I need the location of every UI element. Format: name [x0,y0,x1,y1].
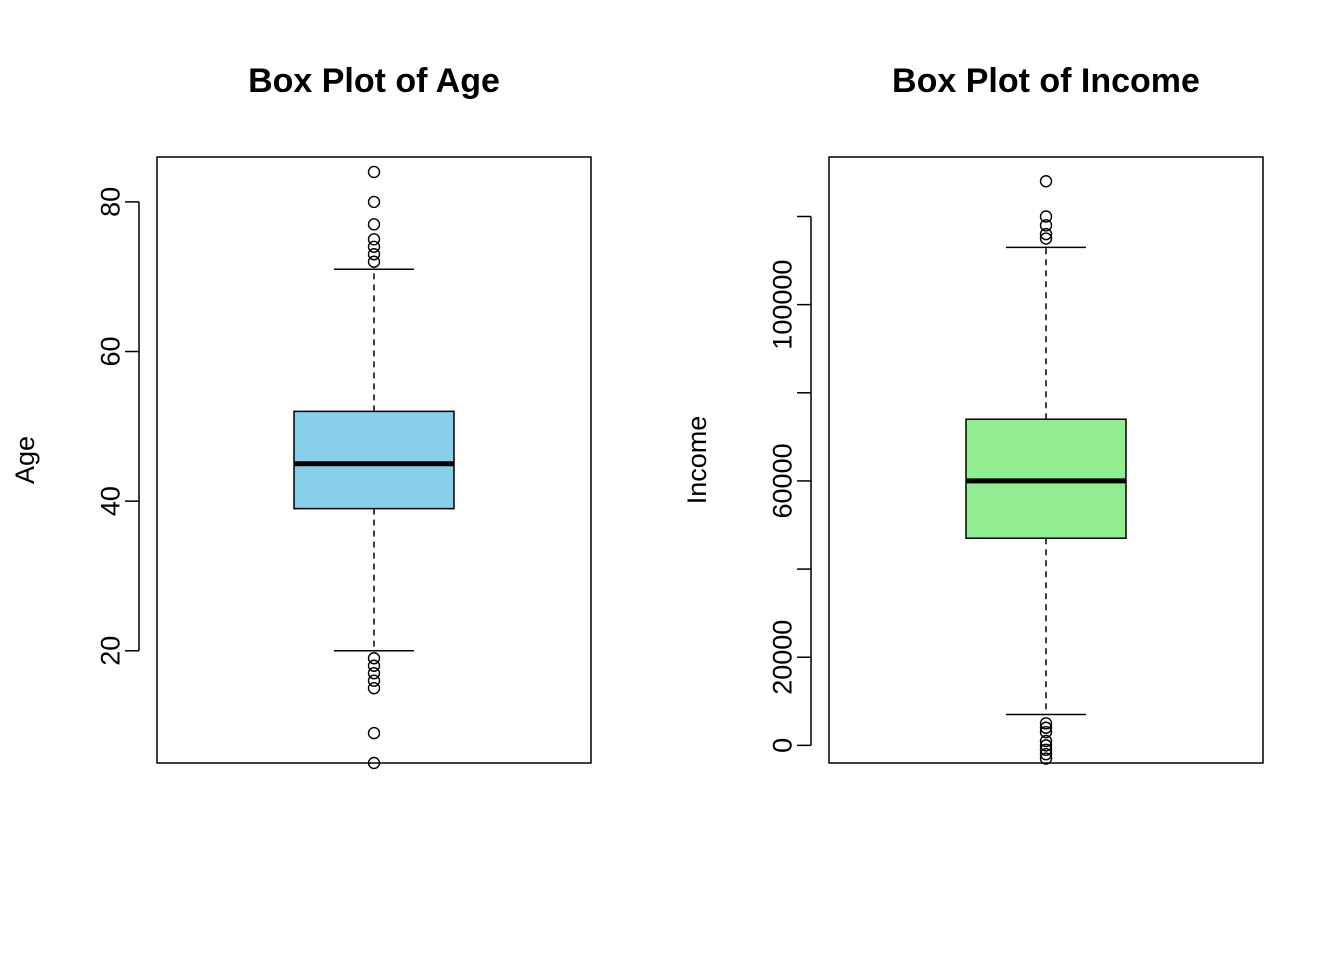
income-panel: Box Plot of Income Income 0 20000 60000 100… [682,62,1264,765]
age-y-tick-label: 20 [95,636,125,666]
income-outlier-point [1039,743,1053,756]
income-outlier-point [1039,752,1053,765]
age-outlier-point [367,240,381,253]
income-y-tick-label: 20000 [767,620,797,695]
age-outlier-point [367,667,381,680]
income-y-tick-label: 60000 [767,443,797,518]
age-y-axis-label: Age [10,436,40,484]
income-y-axis-label: Income [682,416,712,505]
age-y-tick-label: 60 [95,336,125,366]
age-outlier-point [367,255,381,268]
income-outlier-point [1039,227,1053,241]
income-outlier-point [1039,210,1053,223]
income-outlier-point [1039,734,1053,748]
income-y-tick-label: 0 [767,738,797,753]
income-boxplot [965,175,1127,765]
age-outlier-point [367,248,381,261]
income-outlier-point [1039,725,1053,739]
income-outlier-point [1039,721,1053,734]
age-box [293,410,455,510]
income-outlier-point [1039,717,1053,730]
income-outlier-point [1039,175,1053,188]
age-y-axis: 20 40 60 80 [95,187,140,666]
age-outlier-point [367,674,381,687]
age-plot-frame [156,156,592,764]
income-y-tick-label: 100000 [767,260,797,350]
age-outlier-point [367,233,381,246]
income-outlier-point [1039,232,1053,245]
income-plot-frame [828,156,1264,764]
age-boxplot [293,165,455,770]
age-panel: Box Plot of Age Age 20 40 60 80 [10,62,592,770]
income-outlier-point [1039,739,1053,752]
age-outlier-point [367,195,381,209]
age-chart-title: Box Plot of Age [248,62,500,100]
age-y-tick-label: 40 [95,486,125,516]
age-outlier-point [367,726,381,740]
age-outlier-point [367,218,381,231]
age-outlier-point [367,659,381,672]
age-y-tick-label: 80 [95,187,125,217]
income-outlier-point [1039,747,1053,761]
income-y-axis: 0 20000 60000 100000 [767,215,812,753]
age-outlier-point [367,681,381,695]
income-chart-title: Box Plot of Income [892,62,1200,100]
age-outlier-point [367,165,381,179]
age-outlier-point [367,652,381,665]
income-outlier-point [1039,219,1053,232]
